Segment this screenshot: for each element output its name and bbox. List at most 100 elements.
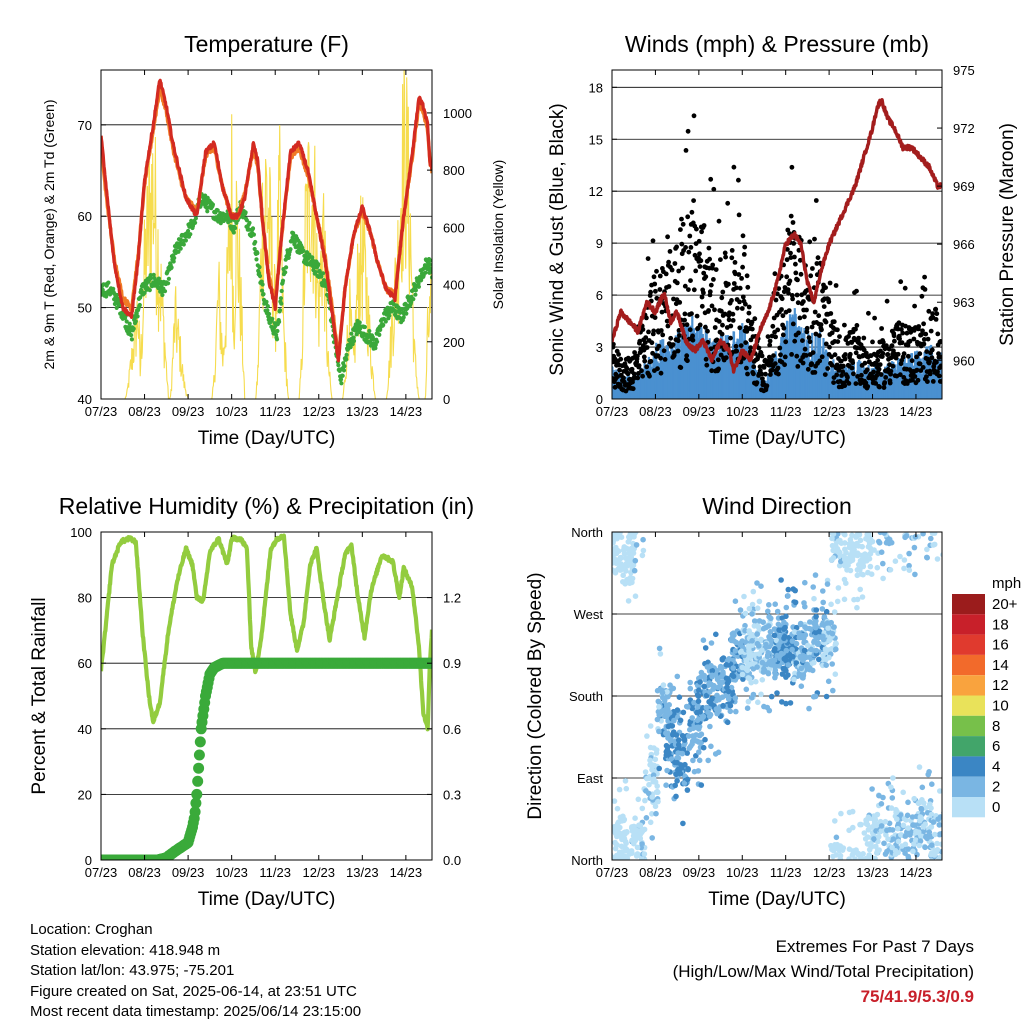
gust-point: [817, 333, 822, 338]
direction-point: [657, 651, 664, 657]
gust-point: [719, 331, 725, 337]
precip-point: [191, 788, 203, 800]
direction-point: [819, 606, 826, 612]
direction-point: [936, 822, 942, 828]
direction-point: [880, 575, 886, 582]
dewpoint-point: [149, 276, 154, 281]
direction-point: [632, 557, 639, 564]
direction-point: [751, 618, 758, 624]
gust-point: [917, 361, 923, 367]
direction-point: [684, 776, 691, 783]
gust-point: [680, 221, 686, 227]
plot-area: [101, 533, 432, 860]
y-tick-label: 12: [589, 184, 603, 199]
direction-point: [614, 842, 620, 848]
x-tick-label: 14/23: [900, 404, 933, 419]
direction-point: [743, 658, 750, 665]
gust-point: [902, 285, 908, 291]
direction-point: [768, 693, 775, 700]
temp-2m-line: [101, 78, 432, 363]
direction-point: [801, 647, 808, 654]
direction-point: [725, 678, 732, 685]
gust-point: [686, 287, 691, 292]
direction-point: [781, 633, 788, 640]
direction-point: [667, 737, 674, 744]
direction-point: [647, 757, 653, 764]
dewpoint-point: [142, 290, 147, 295]
y2-tick-label: 0.9: [443, 656, 461, 671]
y2-tick-label: 600: [443, 220, 465, 235]
direction-point: [859, 594, 866, 600]
direction-point: [928, 535, 934, 542]
gust-point: [722, 311, 728, 317]
gust-point: [791, 241, 797, 246]
dewpoint-point: [261, 292, 266, 297]
gust-point: [713, 267, 719, 272]
gust-point: [678, 365, 684, 370]
direction-point: [760, 669, 767, 675]
direction-point: [749, 638, 755, 644]
dewpoint-point: [279, 288, 284, 294]
direction-point: [712, 751, 719, 757]
dewpoint-point: [176, 249, 181, 254]
dewpoint-point: [115, 292, 120, 298]
direction-point: [685, 766, 691, 772]
gust-point: [723, 355, 729, 361]
direction-point: [780, 665, 787, 672]
direction-point: [674, 755, 680, 761]
gust-point: [728, 323, 734, 329]
direction-point: [792, 670, 798, 677]
x-tick-label: 07/23: [85, 404, 118, 419]
direction-point: [902, 833, 909, 839]
direction-point: [740, 676, 746, 682]
direction-point: [806, 625, 812, 632]
gust-point: [769, 357, 774, 363]
direction-point: [928, 851, 934, 858]
dewpoint-point: [265, 304, 270, 309]
gust-point: [779, 296, 785, 302]
gust-point: [849, 365, 855, 371]
gust-point: [740, 233, 746, 239]
direction-point: [763, 624, 769, 631]
direction-point: [744, 705, 751, 711]
gust-point: [647, 373, 652, 379]
pressure-line: [612, 98, 942, 374]
gust-point: [817, 358, 823, 364]
direction-point: [937, 788, 942, 794]
direction-point: [730, 630, 737, 636]
direction-point: [616, 564, 622, 571]
gust-point: [743, 340, 749, 345]
direction-point: [902, 534, 908, 541]
y-tick-label: 15: [589, 132, 603, 147]
direction-point: [810, 584, 816, 590]
gust-point: [826, 299, 832, 305]
y-tick-label: South: [569, 689, 603, 704]
dewpoint-point: [252, 246, 257, 252]
direction-point: [767, 629, 774, 635]
dewpoint-point: [401, 315, 406, 320]
gust-point: [883, 375, 889, 380]
direction-point: [694, 692, 701, 698]
gust-point: [693, 268, 699, 274]
direction-point: [876, 847, 882, 853]
direction-point: [703, 704, 710, 711]
direction-point: [654, 687, 661, 694]
direction-point: [824, 620, 831, 626]
y2-tick-label: 400: [443, 278, 465, 293]
gust-point: [805, 366, 811, 372]
x-tick-label: 14/23: [390, 404, 423, 419]
direction-point: [771, 626, 778, 632]
direction-point: [828, 601, 834, 608]
direction-point: [929, 781, 935, 787]
direction-point: [625, 539, 632, 545]
gust-point: [684, 353, 690, 359]
y2-tick-label: 969: [953, 179, 975, 194]
direction-point: [765, 608, 771, 615]
direction-point: [628, 554, 635, 561]
direction-point: [634, 844, 641, 851]
gust-point: [851, 371, 856, 377]
gust-point: [773, 334, 778, 340]
dewpoint-point: [106, 280, 111, 285]
direction-point: [793, 624, 800, 631]
gust-point: [775, 365, 781, 371]
